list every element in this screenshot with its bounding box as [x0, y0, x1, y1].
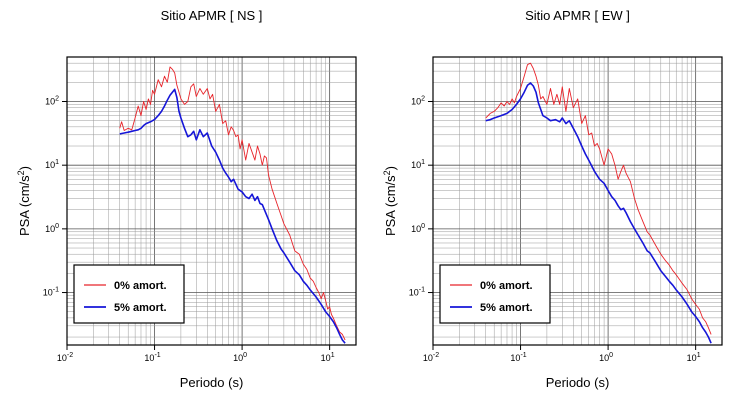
- chart-0-x-tick-label: 10-1: [144, 352, 160, 363]
- chart-0-y-axis-label: PSA (cm/s2): [16, 166, 32, 236]
- chart-0-y-tick-label: 10-1: [43, 287, 59, 298]
- chart-1-x-tick-label: 100: [599, 352, 613, 363]
- chart-1-series-5-amort: [485, 82, 712, 344]
- chart-1-y-axis-label: PSA (cm/s2): [382, 166, 398, 236]
- chart-0-legend-box: [73, 264, 185, 324]
- chart-1-legend-label-0-amort: 0% amort.: [480, 280, 533, 292]
- chart-0-x-axis-label: Periodo (s): [180, 375, 244, 390]
- chart-1-legend: 0% amort. 5% amort.: [439, 264, 551, 324]
- chart-0-y-tick-label: 101: [45, 159, 59, 170]
- chart-1-x-tick-label: 101: [687, 352, 701, 363]
- chart-0-x-tick-label: 101: [321, 352, 335, 363]
- chart-0-x-tick-label: 10-2: [57, 352, 73, 363]
- chart-1-legend-label-5-amort: 5% amort.: [480, 302, 533, 314]
- chart-0-legend-label-0-amort: 0% amort.: [114, 280, 167, 292]
- chart-ew: 10-2 10-1 100 101 10-1 100 101 102 Sitio APMR [ …: [382, 8, 723, 390]
- chart-0-frame: [66, 56, 357, 346]
- chart-1-x-tick-label: 10-2: [423, 352, 439, 363]
- chart-1-y-tick-label: 102: [411, 96, 425, 107]
- chart-0-x-tick-label: 100: [233, 352, 247, 363]
- chart-1-series-0-amort: [485, 62, 712, 335]
- chart-0-series-0-amort: [119, 66, 346, 341]
- chart-0-y-tick-label: 102: [45, 96, 59, 107]
- chart-1-title: Sitio APMR [ EW ]: [525, 8, 630, 23]
- chart-1-x-tick-label: 10-1: [510, 352, 526, 363]
- chart-ns: 10-2 10-1 100 101 10-1 100 101 102 Sitio APMR [ …: [16, 8, 357, 390]
- chart-1-legend-box: [439, 264, 551, 324]
- chart-1-y-tick-label: 100: [411, 223, 425, 234]
- chart-1-y-tick-label: 10-1: [409, 287, 425, 298]
- chart-0-legend-label-5-amort: 5% amort.: [114, 302, 167, 314]
- chart-1-y-tick-label: 101: [411, 159, 425, 170]
- chart-0-y-tick-label: 100: [45, 223, 59, 234]
- chart-0-legend: 0% amort. 5% amort.: [73, 264, 185, 324]
- chart-1-frame: [432, 56, 723, 346]
- chart-0-series-5-amort: [119, 88, 346, 344]
- chart-0-title: Sitio APMR [ NS ]: [161, 8, 263, 23]
- chart-1-x-axis-label: Periodo (s): [546, 375, 610, 390]
